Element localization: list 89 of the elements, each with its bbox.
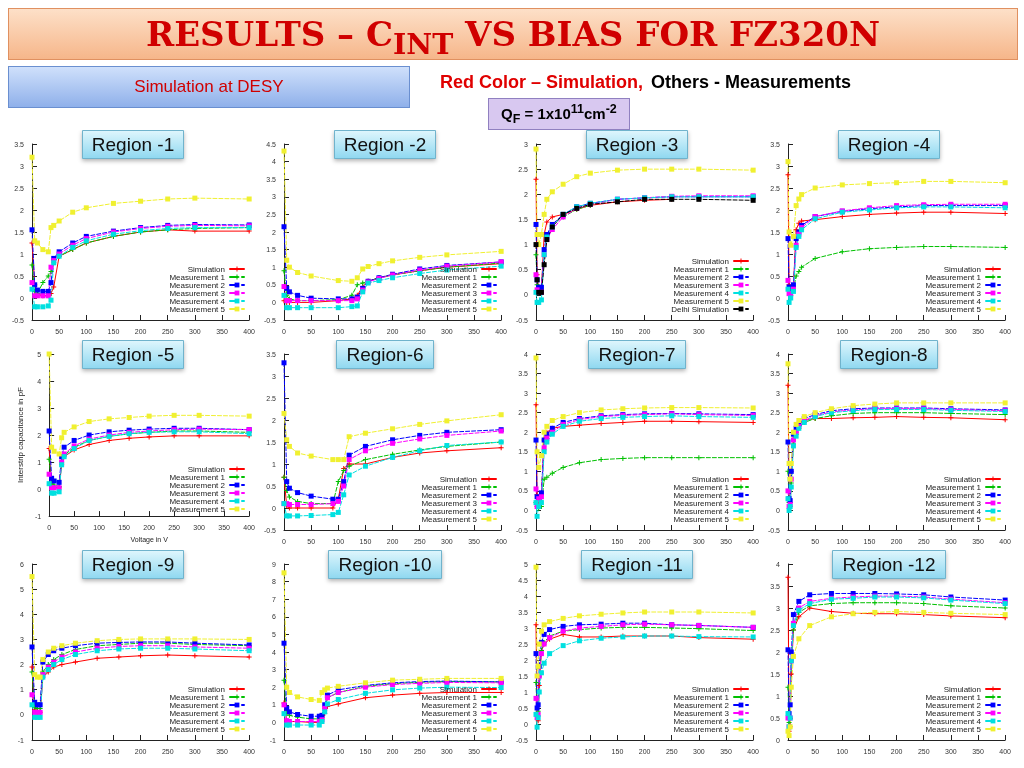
legend-label: Simulation — [943, 684, 981, 694]
legend-label: Measurement 2 — [169, 480, 226, 490]
legend-label: Measurement 1 — [673, 692, 730, 702]
legend-label: Measurement 4 — [925, 506, 982, 516]
legend-label: Delhi Simulation — [671, 304, 729, 314]
legend-label: Measurement 5 — [673, 724, 730, 734]
legend-label: Simulation — [943, 474, 981, 484]
chart-title: Region -4 — [847, 134, 931, 155]
legend-label: Measurement 5 — [421, 724, 478, 734]
text: Q$_{F}$ = 1x10$^{11}$cm$^{-2}$ — [488, 98, 630, 130]
chart-title: Region-6 — [346, 344, 424, 365]
legend-label: Measurement 1 — [421, 482, 478, 492]
legend-label: Measurement 5 — [925, 304, 982, 314]
chart-title: Region -1 — [91, 134, 175, 155]
legend-label: Measurement 1 — [169, 272, 226, 282]
chart-title: Region -5 — [91, 344, 175, 365]
legend-label: Simulation — [187, 684, 225, 694]
text: Others - Measurements — [651, 72, 852, 92]
y-axis-title: Interstrip capacitance in pF — [15, 386, 25, 484]
legend-label: Measurement 3 — [421, 708, 478, 718]
legend-label: Measurement 1 — [673, 264, 730, 274]
legend-label: Measurement 1 — [421, 272, 478, 282]
legend-label: Measurement 1 — [925, 482, 982, 492]
legend-label: Measurement 5 — [421, 304, 478, 314]
text: Red Color – Simulation, — [440, 72, 644, 92]
legend-label: Measurement 2 — [421, 700, 478, 710]
legend-label: Measurement 5 — [169, 304, 226, 314]
legend-label: Measurement 4 — [673, 288, 730, 298]
legend-label: Measurement 2 — [925, 280, 982, 290]
legend-label: Simulation — [691, 256, 729, 266]
legend-label: Measurement 5 — [673, 514, 730, 524]
legend-label: Measurement 4 — [421, 506, 478, 516]
legend-label: Measurement 1 — [169, 692, 226, 702]
legend-label: Measurement 2 — [169, 700, 226, 710]
legend-label: Measurement 4 — [169, 496, 226, 506]
legend-label: Measurement 1 — [169, 472, 226, 482]
legend-label: Measurement 4 — [169, 296, 226, 306]
legend-label: Measurement 3 — [421, 288, 478, 298]
legend-label: Measurement 4 — [169, 716, 226, 726]
legend-label: Measurement 5 — [421, 514, 478, 524]
legend-label: Measurement 5 — [169, 504, 226, 514]
legend-label: Measurement 2 — [421, 280, 478, 290]
legend-label: Measurement 1 — [925, 692, 982, 702]
legend-label: Simulation — [187, 464, 225, 474]
legend-label: Measurement 3 — [421, 498, 478, 508]
chart-title: Region-7 — [598, 344, 676, 365]
legend-label: Measurement 5 — [925, 514, 982, 524]
legend-label: Measurement 4 — [421, 716, 478, 726]
chart-title: Region-8 — [850, 344, 928, 365]
legend-label: Measurement 5 — [673, 296, 730, 306]
legend-label: Measurement 4 — [673, 716, 730, 726]
legend-label: Measurement 3 — [925, 708, 982, 718]
legend-label: Measurement 1 — [673, 482, 730, 492]
legend-label: Measurement 4 — [421, 296, 478, 306]
legend-label: Measurement 2 — [169, 280, 226, 290]
legend-label: Measurement 2 — [925, 490, 982, 500]
legend-label: Simulation — [691, 474, 729, 484]
legend-label: Simulation — [943, 264, 981, 274]
legend-label: Measurement 3 — [673, 708, 730, 718]
legend-label: Measurement 4 — [925, 716, 982, 726]
chart-title: Region -3 — [595, 134, 679, 155]
legend-label: Measurement 3 — [925, 498, 982, 508]
text: RESULTS – C$_{INT}$ VS BIAS FOR FZ320N — [8, 8, 1018, 61]
legend-label: Measurement 3 — [673, 280, 730, 290]
legend-label: Measurement 3 — [925, 288, 982, 298]
legend-label: Simulation — [691, 684, 729, 694]
legend-label: Measurement 2 — [925, 700, 982, 710]
chart-title: Region -10 — [338, 554, 432, 575]
legend-label: Measurement 5 — [925, 724, 982, 734]
text: Simulation at DESY — [8, 66, 410, 108]
legend-label: Measurement 5 — [169, 724, 226, 734]
legend-label: Measurement 1 — [421, 692, 478, 702]
chart-title: Region -11 — [591, 554, 683, 575]
legend-label: Measurement 2 — [673, 700, 730, 710]
legend-label: Measurement 1 — [925, 272, 982, 282]
chart-title: Region -12 — [842, 554, 936, 575]
legend-label: Measurement 3 — [169, 288, 226, 298]
legend-label: Measurement 3 — [673, 498, 730, 508]
legend-label: Measurement 4 — [925, 296, 982, 306]
legend-label: Measurement 2 — [673, 272, 730, 282]
legend-label: Measurement 4 — [673, 506, 730, 516]
legend-label: Measurement 2 — [421, 490, 478, 500]
chart-title: Region -2 — [343, 134, 427, 155]
legend-label: Measurement 3 — [169, 708, 226, 718]
legend-label: Measurement 3 — [169, 488, 226, 498]
chart-title: Region -9 — [91, 554, 175, 575]
legend-label: Measurement 2 — [673, 490, 730, 500]
legend-label: Simulation — [187, 264, 225, 274]
legend-label: Simulation — [439, 474, 477, 484]
